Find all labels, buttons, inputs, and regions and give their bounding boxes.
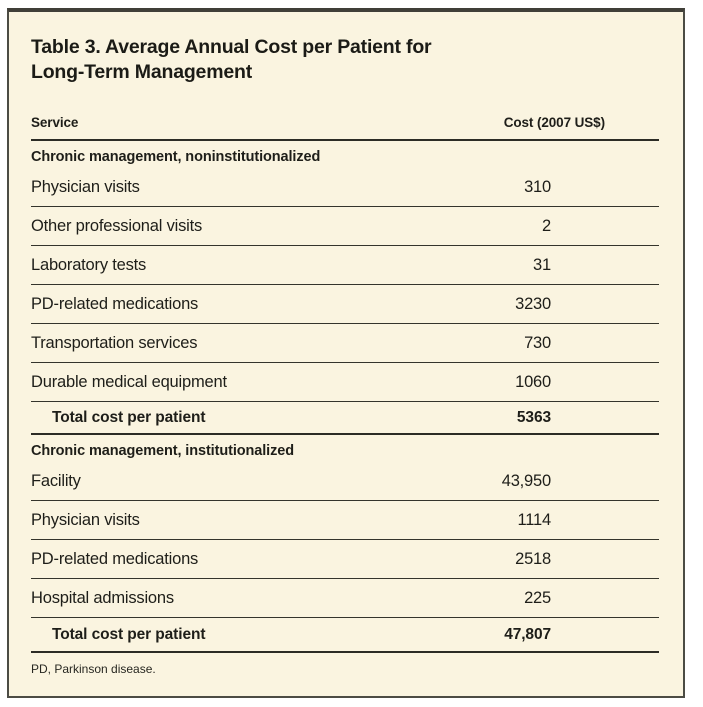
row-label: Laboratory tests [31, 255, 147, 274]
row-label: Physician visits [31, 510, 140, 529]
row-label: Total cost per patient [52, 625, 206, 643]
table-row-total: Total cost per patient 5363 [31, 402, 659, 435]
row-label: Durable medical equipment [31, 372, 227, 391]
section-header: Chronic management, institutionalized [31, 443, 294, 459]
table-title-line1: Table 3. Average Annual Cost per Patient… [31, 36, 432, 58]
table-row: Durable medical equipment 1060 [31, 363, 659, 402]
row-cost: 225 [524, 588, 551, 607]
column-header-row: Service Cost (2007 US$) [31, 85, 659, 141]
table-card: Table 3. Average Annual Cost per Patient… [7, 8, 685, 698]
row-label: Hospital admissions [31, 588, 174, 607]
row-cost: 31 [533, 255, 551, 274]
row-cost: 1114 [517, 510, 552, 529]
table-row: Hospital admissions 225 [31, 579, 659, 618]
table-row: Transportation services 730 [31, 324, 659, 363]
row-label: Total cost per patient [52, 408, 206, 426]
table-row: Laboratory tests 31 [31, 246, 659, 285]
table-row: PD-related medications 3230 [31, 285, 659, 324]
table-footnote: PD, Parkinson disease. [31, 662, 156, 676]
table-row: Physician visits 310 [31, 168, 659, 207]
table-row: Facility 43,950 [31, 462, 659, 501]
row-label: PD-related medications [31, 294, 199, 313]
table-title: Table 3. Average Annual Cost per Patient… [31, 35, 659, 85]
row-cost: 3230 [515, 294, 551, 313]
row-label: PD-related medications [31, 549, 199, 568]
cost-column-header: Cost (2007 US$) [503, 115, 605, 130]
row-cost: 2518 [515, 549, 551, 568]
service-column-header: Service [31, 115, 79, 130]
row-cost: 43,950 [501, 471, 551, 490]
row-label: Physician visits [31, 177, 140, 196]
row-cost: 310 [524, 177, 551, 196]
row-label: Facility [31, 471, 81, 490]
row-cost: 5363 [516, 408, 551, 426]
row-cost: 2 [542, 216, 551, 235]
table-row: Other professional visits 2 [31, 207, 659, 246]
row-cost: 1060 [515, 372, 551, 391]
table-row: Physician visits 1114 [31, 501, 659, 540]
row-cost: 47,807 [504, 625, 551, 643]
table-title-line2: Long-Term Management [31, 61, 252, 83]
table-row: PD-related medications 2518 [31, 540, 659, 579]
table-body: Chronic management, noninstitutionalized… [31, 141, 659, 653]
table-row-total: Total cost per patient 47,807 [31, 618, 659, 653]
row-cost: 730 [524, 333, 551, 352]
row-label: Transportation services [31, 333, 198, 352]
row-label: Other professional visits [31, 216, 203, 235]
section-header: Chronic management, noninstitutionalized [31, 149, 321, 165]
